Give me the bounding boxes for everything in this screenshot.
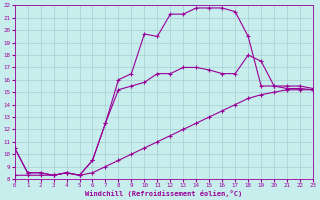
X-axis label: Windchill (Refroidissement éolien,°C): Windchill (Refroidissement éolien,°C) (85, 190, 243, 197)
